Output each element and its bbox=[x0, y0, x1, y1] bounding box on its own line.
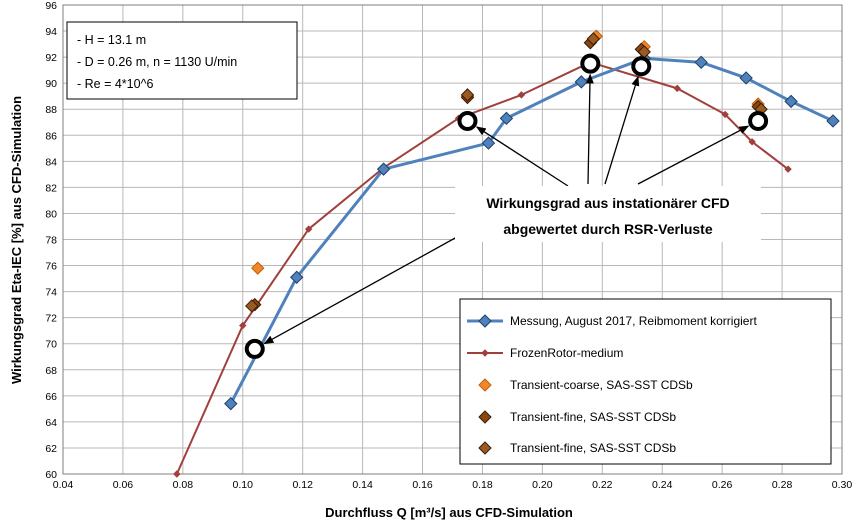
callout: Wirkungsgrad aus instationärer CFD abgew… bbox=[455, 186, 761, 242]
data-point-frozen-rotor bbox=[173, 470, 181, 478]
series bbox=[173, 29, 840, 478]
annotation-arrow bbox=[475, 126, 569, 187]
legend-marker-transient-coarse bbox=[478, 378, 492, 392]
callout-line-1: Wirkungsgrad aus instationärer CFD bbox=[486, 195, 729, 211]
series-transient-fine-b bbox=[245, 32, 768, 313]
y-tick-label: 60 bbox=[45, 469, 57, 481]
x-tick-label: 0.20 bbox=[532, 479, 553, 491]
callout-background bbox=[455, 186, 761, 242]
data-point-measurement bbox=[739, 71, 753, 85]
y-tick-label: 70 bbox=[45, 339, 57, 351]
series-measurement bbox=[224, 51, 840, 411]
data-point-measurement bbox=[784, 94, 798, 109]
legend-label-transient-coarse: Transient-coarse, SAS-SST CDSb bbox=[510, 378, 693, 392]
data-point-measurement bbox=[376, 162, 391, 176]
y-tick-label: 76 bbox=[45, 261, 57, 273]
legend-marker-transient-fine-b bbox=[478, 441, 492, 455]
legend-label-measurement: Messung, August 2017, Reibmoment korrigi… bbox=[510, 314, 757, 328]
y-axis-title: Wirkungsgrad Eta-IEC [%] aus CFD-Simulat… bbox=[9, 96, 24, 384]
y-tick-label: 88 bbox=[45, 104, 57, 116]
data-point-frozen-rotor bbox=[721, 110, 729, 119]
x-tick-label: 0.16 bbox=[412, 479, 433, 491]
info-line-reynolds: - Re = 4*10^6 bbox=[77, 77, 153, 91]
data-point-frozen-rotor bbox=[748, 138, 756, 146]
data-point-frozen-rotor bbox=[517, 91, 526, 99]
y-tick-label: 66 bbox=[45, 391, 57, 403]
annotation-arrow bbox=[263, 226, 476, 345]
data-point-frozen-rotor bbox=[673, 84, 681, 93]
x-tick-label: 0.30 bbox=[832, 479, 853, 491]
info-line-dims: - D = 0.26 m, n = 1130 U/min bbox=[77, 55, 237, 69]
legend-marker-transient-fine-a bbox=[478, 410, 492, 424]
info-box-frame bbox=[66, 21, 298, 100]
y-tick-label: 62 bbox=[45, 443, 57, 455]
legend-label-transient-fine-a: Transient-fine, SAS-SST CDSb bbox=[510, 410, 676, 424]
y-tick-label: 74 bbox=[45, 287, 57, 299]
data-point-frozen-rotor bbox=[784, 165, 792, 173]
y-tick-label: 96 bbox=[45, 0, 57, 12]
annotation-arrow bbox=[585, 73, 594, 185]
data-point-frozen-rotor bbox=[304, 225, 313, 233]
data-point-frozen-rotor bbox=[239, 321, 247, 330]
data-point-transient-fine-b bbox=[460, 88, 475, 102]
data-point-measurement bbox=[694, 55, 708, 70]
y-tick-label: 84 bbox=[45, 156, 57, 168]
series-transient-fine-a bbox=[248, 36, 765, 312]
callout-line-2: abgewertet durch RSR-Verluste bbox=[503, 221, 712, 237]
x-tick-label: 0.06 bbox=[113, 479, 134, 491]
x-axis-title: Durchfluss Q [m³/s] aus CFD-Simulation bbox=[325, 505, 573, 520]
y-tick-label: 92 bbox=[45, 52, 57, 64]
x-tick-label: 0.18 bbox=[472, 479, 493, 491]
y-tick-label: 80 bbox=[45, 208, 57, 220]
legend-marker-frozen-rotor bbox=[481, 349, 489, 357]
data-point-transient-fine-b bbox=[245, 299, 259, 313]
y-tick-label: 82 bbox=[45, 182, 57, 194]
y-tick-label: 64 bbox=[45, 417, 57, 429]
data-point-unsteady-corrected bbox=[457, 110, 478, 131]
y-tick-label: 90 bbox=[45, 78, 57, 90]
x-tick-label: 0.12 bbox=[292, 479, 313, 491]
series-unsteady-corrected bbox=[244, 53, 769, 359]
data-point-measurement bbox=[574, 75, 589, 89]
data-point-measurement bbox=[481, 136, 496, 150]
data-point-unsteady-corrected bbox=[631, 56, 652, 77]
data-point-measurement bbox=[289, 270, 304, 284]
data-point-transient-coarse bbox=[251, 261, 265, 275]
x-tick-label: 0.28 bbox=[772, 479, 793, 491]
x-tick-label: 0.22 bbox=[592, 479, 613, 491]
x-tick-label: 0.04 bbox=[53, 479, 74, 491]
data-point-measurement bbox=[224, 396, 238, 411]
x-tick-label: 0.08 bbox=[173, 479, 194, 491]
y-tick-label: 68 bbox=[45, 365, 57, 377]
data-point-unsteady-corrected bbox=[580, 53, 601, 74]
annotation-arrow bbox=[604, 75, 640, 185]
plot-frame bbox=[62, 4, 843, 475]
data-point-measurement bbox=[826, 114, 840, 128]
data-point-transient-fine-b bbox=[586, 32, 601, 46]
annotation-arrows bbox=[263, 73, 750, 345]
y-tick-label: 94 bbox=[45, 26, 57, 38]
x-tick-label: 0.14 bbox=[352, 479, 373, 491]
data-point-unsteady-corrected bbox=[748, 110, 769, 131]
x-tick-label: 0.26 bbox=[712, 479, 733, 491]
tick-labels: 0.04 0.06 0.08 0.10 0.12 0.14 0.16 0.18 0.20 0.22… bbox=[45, 0, 852, 491]
legend-label-transient-fine-b: Transient-fine, SAS-SST CDSb bbox=[510, 441, 676, 455]
x-tick-label: 0.24 bbox=[652, 479, 673, 491]
legend-marker-measurement bbox=[478, 314, 492, 328]
annotation-arrow bbox=[637, 125, 750, 185]
data-point-measurement bbox=[499, 111, 514, 126]
y-tick-label: 86 bbox=[45, 130, 57, 142]
data-point-unsteady-corrected bbox=[244, 338, 265, 359]
legend-items bbox=[467, 314, 503, 455]
legend: Messung, August 2017, Reibmoment korrigi… bbox=[459, 298, 832, 465]
y-tick-label: 72 bbox=[45, 313, 57, 325]
x-tick-label: 0.10 bbox=[233, 479, 254, 491]
legend-label-frozen-rotor: FrozenRotor-medium bbox=[510, 346, 623, 360]
y-tick-label: 78 bbox=[45, 235, 57, 247]
legend-frame bbox=[459, 298, 832, 465]
info-line-head: - H = 13.1 m bbox=[77, 33, 146, 47]
info-box: - H = 13.1 m - D = 0.26 m, n = 1130 U/mi… bbox=[66, 21, 298, 100]
